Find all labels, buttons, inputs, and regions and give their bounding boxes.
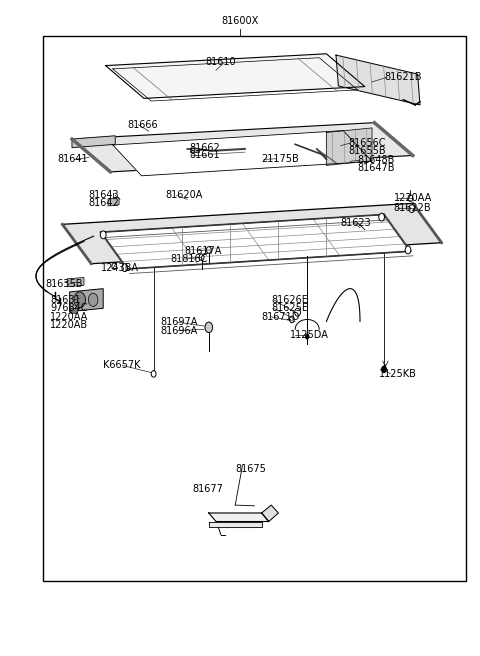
- Text: 21175B: 21175B: [262, 154, 300, 165]
- Text: 81677: 81677: [192, 483, 223, 494]
- Circle shape: [206, 247, 211, 253]
- Circle shape: [409, 205, 415, 213]
- Circle shape: [199, 254, 204, 260]
- Text: 81697A: 81697A: [161, 317, 198, 327]
- Text: 81642: 81642: [89, 198, 120, 209]
- Text: 81635B: 81635B: [46, 279, 83, 289]
- Circle shape: [100, 231, 106, 239]
- Polygon shape: [209, 513, 269, 522]
- Text: 81696A: 81696A: [161, 325, 198, 336]
- Text: 97684C: 97684C: [50, 303, 88, 314]
- Text: 81656C: 81656C: [348, 138, 385, 148]
- Text: 81610: 81610: [205, 57, 236, 68]
- Text: 81675: 81675: [235, 464, 266, 474]
- Circle shape: [151, 371, 156, 377]
- Polygon shape: [113, 131, 372, 176]
- Circle shape: [295, 308, 300, 316]
- Text: 81648B: 81648B: [358, 155, 395, 165]
- Text: 81617A: 81617A: [185, 245, 222, 256]
- Text: K6657K: K6657K: [103, 360, 141, 371]
- Circle shape: [88, 293, 98, 306]
- Text: 81631: 81631: [50, 295, 81, 305]
- Polygon shape: [336, 55, 420, 105]
- Text: 1125DA: 1125DA: [290, 329, 329, 340]
- Text: 81666: 81666: [127, 119, 158, 130]
- Polygon shape: [209, 522, 262, 527]
- Bar: [43, 36, 466, 581]
- Text: 81623: 81623: [341, 218, 372, 228]
- Polygon shape: [72, 136, 115, 148]
- Text: 81661: 81661: [190, 150, 220, 161]
- Polygon shape: [72, 123, 413, 172]
- Polygon shape: [326, 128, 372, 165]
- Text: 81641: 81641: [58, 154, 88, 165]
- Text: 81626E: 81626E: [271, 295, 308, 305]
- Polygon shape: [70, 289, 103, 312]
- Text: 81655B: 81655B: [348, 146, 385, 156]
- Circle shape: [305, 334, 309, 339]
- Text: 81643: 81643: [89, 190, 120, 201]
- Text: 1125KB: 1125KB: [379, 369, 417, 379]
- Circle shape: [205, 322, 213, 333]
- Circle shape: [379, 213, 384, 221]
- Text: 81622B: 81622B: [394, 203, 431, 213]
- Text: 1220AA: 1220AA: [50, 312, 89, 322]
- Text: 81671D: 81671D: [262, 312, 300, 322]
- Text: 81625E: 81625E: [271, 303, 308, 314]
- Text: 1243BA: 1243BA: [101, 262, 139, 273]
- Polygon shape: [67, 277, 84, 287]
- Polygon shape: [101, 215, 410, 269]
- Text: 81621B: 81621B: [384, 72, 421, 83]
- Circle shape: [405, 246, 411, 254]
- Circle shape: [122, 264, 128, 272]
- Circle shape: [408, 195, 413, 201]
- Circle shape: [289, 316, 294, 323]
- Text: 81620A: 81620A: [166, 190, 203, 201]
- Polygon shape: [70, 308, 77, 313]
- Text: 1220AB: 1220AB: [50, 320, 88, 331]
- Polygon shape: [62, 203, 442, 264]
- Polygon shape: [190, 148, 199, 152]
- Polygon shape: [108, 197, 119, 206]
- Polygon shape: [262, 505, 278, 522]
- Text: 81816C: 81816C: [170, 254, 208, 264]
- Circle shape: [74, 292, 85, 308]
- Polygon shape: [106, 54, 365, 98]
- Text: 1220AA: 1220AA: [394, 193, 432, 203]
- Text: 81647B: 81647B: [358, 163, 395, 173]
- Text: 81662: 81662: [190, 142, 220, 153]
- Circle shape: [382, 366, 386, 373]
- Text: 81600X: 81600X: [221, 16, 259, 26]
- Circle shape: [112, 263, 117, 270]
